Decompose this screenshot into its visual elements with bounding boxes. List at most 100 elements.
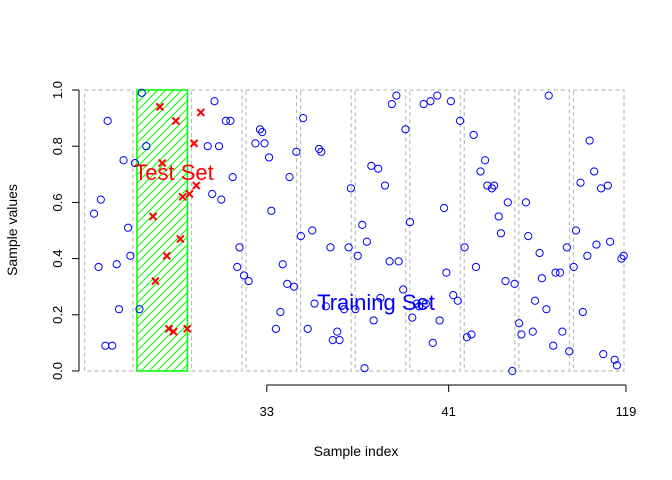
train-point	[317, 147, 326, 156]
train-point	[308, 226, 317, 235]
train-point	[335, 335, 344, 345]
train-point	[555, 268, 565, 277]
train-point	[590, 167, 599, 176]
y-tick-label: 0.8	[50, 137, 65, 155]
fold-box	[354, 89, 407, 372]
train-point	[289, 282, 299, 291]
train-point	[271, 324, 280, 333]
train-point	[239, 271, 249, 280]
train-point	[119, 156, 128, 165]
train-point	[503, 198, 512, 207]
train-point	[299, 114, 308, 123]
train-point	[112, 260, 121, 269]
train-point	[583, 251, 592, 260]
train-point	[467, 330, 476, 339]
train-point	[103, 116, 112, 126]
train-point	[226, 116, 235, 126]
train-point	[244, 276, 253, 286]
train-point	[405, 217, 415, 227]
fold-box	[572, 89, 625, 372]
train-point	[428, 338, 437, 347]
test-point	[162, 251, 171, 260]
train-point	[490, 181, 499, 190]
train-point	[412, 299, 421, 308]
test-point	[157, 158, 167, 168]
train-point	[135, 305, 144, 314]
train-point	[251, 139, 260, 148]
test-point	[192, 181, 201, 190]
train-point	[596, 184, 606, 193]
train-point	[517, 330, 526, 339]
train-point	[433, 91, 442, 100]
test-point	[189, 139, 199, 148]
train-point	[455, 116, 465, 126]
train-point	[578, 307, 587, 317]
train-point	[333, 327, 342, 336]
train-point	[276, 307, 285, 317]
train-point	[278, 260, 287, 269]
train-point	[376, 293, 385, 303]
test-point	[196, 108, 206, 117]
train-point	[346, 184, 356, 193]
train-point	[471, 262, 481, 272]
train-point	[344, 243, 353, 252]
train-point	[285, 173, 294, 182]
train-point	[446, 97, 456, 106]
train-point	[124, 223, 133, 232]
train-point	[296, 232, 305, 241]
y-tick-label: 0.4	[50, 250, 65, 268]
test-point	[155, 102, 165, 112]
train-point	[233, 262, 242, 272]
train-point	[235, 243, 244, 252]
train-point	[408, 313, 417, 322]
train-point	[487, 184, 496, 193]
train-point	[592, 240, 601, 249]
train-point	[453, 296, 462, 305]
train-point	[283, 279, 292, 288]
test-point	[151, 276, 160, 286]
train-point	[303, 324, 312, 333]
train-point	[585, 136, 594, 145]
train-point	[328, 335, 337, 345]
train-point	[130, 158, 140, 168]
train-point	[494, 212, 503, 221]
train-point	[544, 91, 553, 100]
train-point	[603, 181, 612, 190]
train-point	[292, 147, 301, 156]
train-point	[421, 299, 431, 308]
axes: 0.0 0.2 0.4 0.6 0.8 1.0 33 41 119	[50, 81, 636, 419]
train-point	[508, 366, 517, 376]
train-point	[565, 347, 574, 356]
train-point	[385, 257, 394, 266]
train-point	[501, 276, 510, 286]
train-point	[542, 305, 551, 314]
train-point	[351, 305, 360, 314]
test-point	[178, 192, 187, 201]
train-point	[367, 161, 376, 170]
train-point	[460, 243, 469, 252]
train-point	[476, 167, 485, 176]
train-point	[255, 125, 265, 134]
train-point	[358, 220, 367, 229]
train-point	[480, 156, 490, 165]
train-point	[203, 142, 212, 151]
train-point	[142, 142, 151, 151]
train-point	[321, 302, 330, 311]
train-point	[530, 296, 540, 305]
x-axis-label: Sample index	[314, 443, 399, 459]
test-set-label: Test Set	[134, 160, 213, 185]
train-point	[549, 341, 558, 350]
train-point	[435, 316, 444, 325]
x-tick-label: 41	[441, 404, 455, 419]
y-axis-label: Sample values	[4, 184, 20, 276]
train-point	[374, 164, 383, 173]
test-region	[136, 89, 189, 372]
train-point	[449, 291, 458, 300]
train-point	[267, 206, 276, 215]
fold-box	[84, 89, 134, 372]
train-point	[399, 285, 408, 294]
test-point	[169, 327, 178, 336]
train-point	[208, 189, 217, 199]
train-point	[576, 178, 585, 187]
